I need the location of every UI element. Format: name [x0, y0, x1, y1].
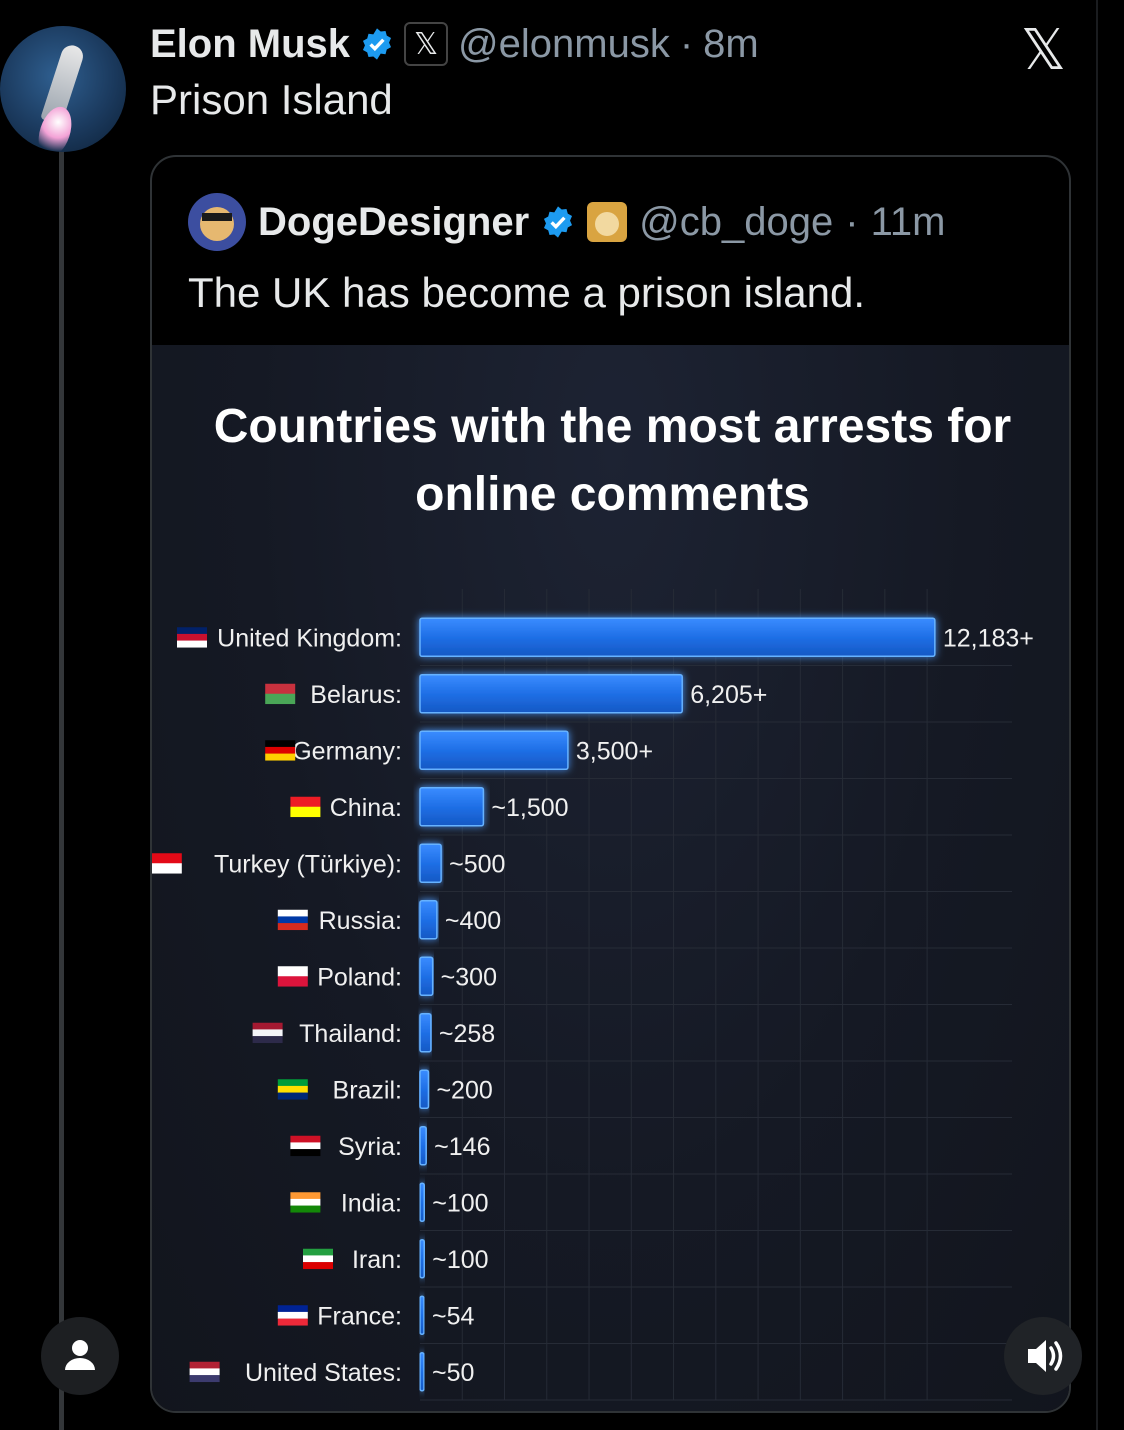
category-label: United States: [245, 1359, 402, 1387]
bar-chart: 12,183+ United Kingdom: 6,205+ Belarus: 3,50… [152, 589, 1034, 1401]
bar [419, 1182, 425, 1222]
x-affiliation-badge: 𝕏 [404, 22, 449, 66]
bar-value-label: ~400 [445, 907, 501, 935]
bar-value-label: ~258 [439, 1020, 495, 1048]
bar [419, 900, 438, 940]
bar-value-label: ~54 [432, 1302, 475, 1330]
bar [419, 617, 936, 657]
rocket-flame [32, 102, 78, 152]
flag-icon [252, 1022, 283, 1044]
thread-line [59, 150, 64, 1430]
chart-image[interactable]: Countries with the most arrests for onli… [152, 345, 1069, 1411]
bar [419, 1069, 430, 1109]
quoted-tweet-time: 11m [870, 199, 946, 244]
flag-icon [277, 1305, 308, 1326]
flag-icon [303, 1248, 333, 1270]
category-label: India: [341, 1189, 402, 1217]
flag-icon [277, 909, 308, 931]
bar [419, 730, 569, 770]
flag-icon [265, 683, 296, 705]
bar-value-label: ~146 [434, 1133, 490, 1161]
category-label: Poland: [317, 963, 402, 991]
tweet-header: Elon Musk 𝕏 @elonmusk · 8m [150, 18, 759, 70]
category-label: France: [317, 1302, 402, 1330]
quoted-author-name: DogeDesigner [258, 199, 530, 244]
bar [419, 956, 434, 996]
category-label: Syria: [338, 1133, 402, 1161]
bar-value-label: ~1,500 [491, 794, 568, 822]
category-label: Iran: [352, 1246, 402, 1274]
category-label: Brazil: [333, 1076, 402, 1104]
account-button[interactable] [41, 1317, 119, 1395]
flag-icon [189, 1361, 220, 1383]
bar-value-label: ~100 [432, 1246, 488, 1274]
bar-value-label: 6,205+ [690, 681, 767, 709]
user-icon [65, 1340, 95, 1370]
quoted-tweet-text: The UK has become a prison island. [188, 269, 866, 316]
quoted-author-avatar [188, 193, 246, 251]
category-label: Russia: [319, 907, 402, 935]
tweet-text: Prison Island [150, 76, 393, 123]
sound-toggle-button[interactable] [1004, 1317, 1082, 1395]
verified-badge-icon [363, 28, 392, 60]
timeline-border [1096, 0, 1098, 1430]
bar [419, 787, 485, 827]
bar-value-label: 3,500+ [576, 737, 653, 765]
flag-icon [277, 1079, 308, 1100]
flag-icon [290, 1192, 321, 1213]
flag-icon [290, 1135, 321, 1157]
bar [419, 674, 683, 714]
category-label: United Kingdom: [217, 624, 402, 652]
author-handle[interactable]: @elonmusk [458, 21, 670, 66]
chart-title: Countries with the most arrests for onli… [213, 400, 1012, 521]
bar [419, 1013, 432, 1053]
bar [419, 1295, 425, 1335]
flag-icon [265, 740, 296, 761]
bar-value-label: ~300 [441, 963, 497, 991]
flag-icon [290, 796, 321, 818]
category-label: Belarus: [310, 681, 402, 709]
quoted-tweet-header: DogeDesigner @cb_doge · 11m [188, 193, 945, 251]
bar-value-label: ~200 [436, 1076, 492, 1104]
verified-badge-icon [544, 206, 573, 238]
separator-dot: · [845, 199, 859, 244]
separator-dot: · [679, 21, 694, 66]
flag-icon [177, 627, 207, 648]
flag-icon [277, 966, 308, 987]
bar [419, 843, 442, 883]
category-label: China: [330, 794, 402, 822]
quoted-author-handle: @cb_doge [639, 199, 834, 244]
category-label: Turkey (Türkiye): [214, 850, 402, 878]
bar-value-label: ~100 [432, 1189, 488, 1217]
bar-value-label: ~50 [432, 1359, 474, 1387]
category-label: Thailand: [299, 1020, 402, 1048]
author-avatar[interactable] [0, 26, 126, 152]
x-logo-icon[interactable]: 𝕏 [1020, 18, 1066, 81]
bar [419, 1239, 425, 1279]
bar [419, 1126, 427, 1166]
author-name[interactable]: Elon Musk [150, 21, 351, 66]
bar [419, 1352, 425, 1392]
bar-value-label: ~500 [449, 850, 505, 878]
quoted-tweet[interactable]: DogeDesigner @cb_doge · 11m The UK has b… [150, 155, 1071, 1413]
speaker-icon [1028, 1340, 1063, 1372]
category-label: Germany: [292, 737, 402, 765]
flag-icon [152, 853, 182, 874]
tweet-time[interactable]: 8m [703, 21, 759, 66]
bar-value-label: 12,183+ [943, 624, 1034, 652]
doge-affiliation-badge [587, 202, 628, 242]
